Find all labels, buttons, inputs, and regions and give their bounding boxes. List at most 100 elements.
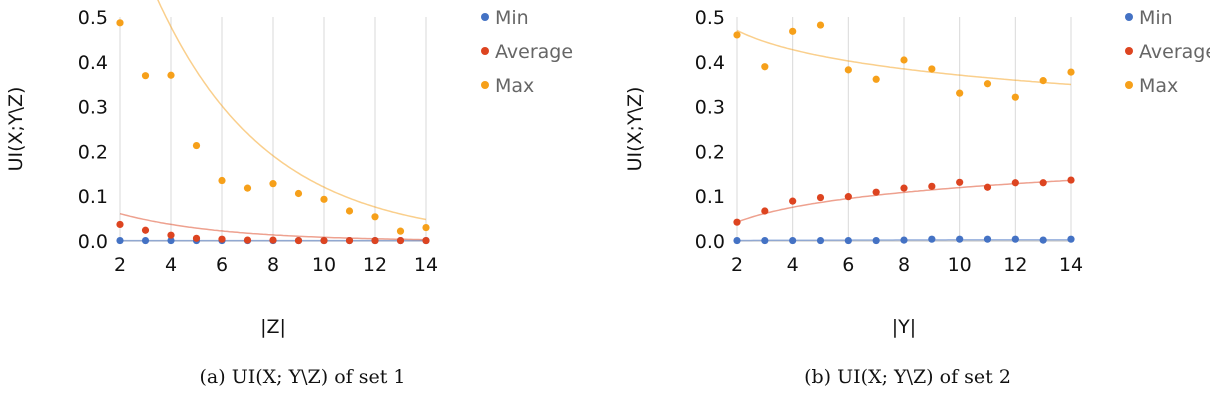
data-point-max <box>167 71 175 79</box>
data-point-min <box>761 236 769 245</box>
legend-label-min: Min <box>495 7 529 29</box>
data-point-average <box>320 236 328 245</box>
data-point-average <box>396 236 405 245</box>
data-point-average <box>371 236 379 245</box>
x-axis-label: |Z| <box>260 316 286 338</box>
x-tick-label: 4 <box>787 254 799 276</box>
data-point-average <box>1067 176 1075 184</box>
x-tick-label: 4 <box>165 254 177 276</box>
data-point-min <box>789 236 797 245</box>
x-tick-label: 2 <box>731 254 743 276</box>
data-point-max <box>844 66 852 74</box>
y-tick-label: 0.0 <box>78 231 108 253</box>
data-point-max <box>733 31 741 39</box>
data-point-max <box>294 189 303 198</box>
data-point-average <box>422 236 430 245</box>
y-tick-label: 0.0 <box>695 231 725 253</box>
data-point-average <box>243 236 252 244</box>
legend-label-average: Average <box>495 41 573 63</box>
legend-label-max: Max <box>495 75 534 97</box>
data-point-min <box>900 236 908 244</box>
caption-a-text: UI(X; Y\Z) of set 1 <box>231 366 406 388</box>
x-tick-label: 10 <box>312 254 336 276</box>
legend-marker-min <box>481 13 489 21</box>
data-point-average <box>983 183 992 191</box>
y-tick-label: 0.1 <box>695 186 725 208</box>
data-point-min <box>983 235 992 243</box>
x-tick-label: 8 <box>267 254 279 276</box>
y-tick-label: 0.2 <box>695 141 725 163</box>
data-point-max <box>345 207 354 215</box>
data-point-max <box>816 21 825 29</box>
data-point-average <box>872 188 880 196</box>
data-point-min <box>1067 235 1075 243</box>
legend-marker-average <box>1125 47 1133 55</box>
data-point-min <box>816 236 825 245</box>
data-point-min <box>956 235 964 243</box>
data-point-average <box>269 236 277 244</box>
legend-label-max: Max <box>1139 75 1178 97</box>
data-point-max <box>422 223 430 232</box>
data-point-max <box>1067 68 1075 76</box>
data-point-average <box>928 182 936 190</box>
data-point-average <box>956 178 964 186</box>
y-axis-label: UI(X;Y\Z) <box>5 87 27 172</box>
data-point-max <box>983 80 992 88</box>
data-point-average <box>218 235 226 243</box>
data-point-average <box>733 218 741 226</box>
data-point-min <box>928 235 936 243</box>
y-tick-label: 0.4 <box>695 52 725 74</box>
trendline-max <box>736 29 1072 86</box>
data-point-max <box>141 72 150 80</box>
data-point-min <box>141 236 150 245</box>
data-point-average <box>294 236 303 245</box>
caption-a-prefix: (a) <box>199 366 226 388</box>
data-point-max <box>218 176 226 185</box>
data-point-max <box>116 19 124 27</box>
y-tick-label: 0.5 <box>78 7 108 29</box>
caption-b: (b) UI(X; Y\Z) of set 2 <box>605 366 1210 388</box>
data-point-max <box>761 63 769 71</box>
legend-marker-max <box>1125 81 1133 89</box>
legend-marker-max <box>481 81 489 89</box>
x-tick-label: 14 <box>1059 254 1083 276</box>
y-tick-label: 0.5 <box>695 7 725 29</box>
trendline-max <box>157 0 427 221</box>
data-point-min <box>872 236 880 245</box>
data-point-max <box>192 141 201 150</box>
y-tick-label: 0.1 <box>78 186 108 208</box>
legend-marker-min <box>1125 13 1133 21</box>
data-point-average <box>1039 179 1047 187</box>
data-point-min <box>1039 236 1047 244</box>
legend-label-average: Average <box>1139 41 1210 63</box>
x-tick-label: 14 <box>414 254 438 276</box>
data-point-average <box>1011 179 1019 187</box>
data-point-max <box>956 89 964 97</box>
data-point-min <box>1011 235 1019 243</box>
chart-panel-b: 0.0 0.1 0.2 0.3 0.4 0.5 2 4 6 8 10 12 14 |Y| UI(X;Y\Z)… <box>605 0 1210 408</box>
data-point-average <box>844 193 852 201</box>
x-tick-label: 12 <box>1003 254 1027 276</box>
y-tick-label: 0.3 <box>78 97 108 119</box>
data-point-max <box>320 195 328 203</box>
chart-b-plot: 0.0 0.1 0.2 0.3 0.4 0.5 2 4 6 8 10 12 14 |Y| UI(X;Y\Z)… <box>624 7 1210 338</box>
data-point-average <box>192 234 201 242</box>
data-point-average <box>141 226 150 234</box>
x-axis-label: |Y| <box>892 316 916 338</box>
caption-b-text: UI(X; Y\Z) of set 2 <box>837 366 1011 388</box>
data-point-average <box>167 231 175 239</box>
legend-label-min: Min <box>1139 7 1173 29</box>
caption-a: (a) UI(X; Y\Z) of set 1 <box>0 366 605 388</box>
x-tick-label: 8 <box>898 254 910 276</box>
data-point-min <box>844 236 852 245</box>
x-tick-label: 6 <box>216 254 228 276</box>
data-point-average <box>116 220 124 229</box>
y-tick-label: 0.2 <box>78 141 108 163</box>
data-point-average <box>900 184 908 192</box>
y-tick-label: 0.4 <box>78 52 108 74</box>
data-point-max <box>872 75 880 83</box>
data-point-min <box>116 236 124 245</box>
data-point-average <box>761 207 769 215</box>
data-point-max <box>396 227 405 235</box>
data-point-max <box>928 65 936 73</box>
